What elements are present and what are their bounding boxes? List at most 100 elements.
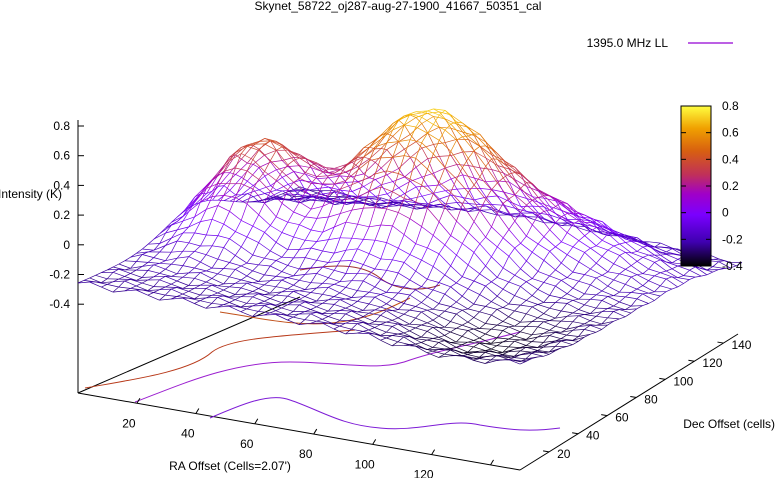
mesh-segment (462, 131, 469, 140)
mesh-segment (258, 274, 265, 282)
mesh-segment (456, 301, 469, 310)
mesh-segment (485, 198, 498, 214)
mesh-segment (572, 220, 580, 225)
mesh-segment (235, 268, 248, 277)
mesh-segment (322, 175, 329, 185)
mesh-segment (438, 114, 452, 125)
mesh-segment (537, 313, 544, 319)
mesh-segment (322, 167, 329, 173)
mesh-segment (432, 221, 440, 236)
mesh-segment (479, 323, 486, 329)
mesh-segment (276, 183, 289, 191)
mesh-segment (491, 328, 503, 331)
mesh-segment (555, 315, 567, 319)
mesh-segment (369, 139, 376, 148)
mesh-segment (223, 282, 236, 285)
mesh-segment (363, 173, 370, 179)
mesh-segment (252, 270, 265, 276)
mesh-segment (496, 309, 509, 318)
mesh-segment (229, 200, 236, 203)
mesh-segment (508, 335, 515, 340)
mesh-segment (392, 156, 399, 169)
mesh-segment (310, 176, 318, 184)
mesh-segment (532, 183, 539, 190)
mesh-segment (264, 140, 271, 145)
mesh-segment (200, 281, 207, 286)
mesh-segment (636, 298, 649, 304)
mesh-segment (433, 167, 446, 174)
mesh-segment (293, 299, 300, 303)
mesh-segment (386, 335, 393, 339)
mesh-segment (340, 184, 352, 190)
mesh-segment (363, 239, 376, 241)
mesh-segment (677, 277, 690, 280)
mesh-segment (525, 321, 533, 327)
ra-tick-label: 100 (355, 457, 375, 471)
mesh-segment (95, 274, 108, 280)
mesh-segment (357, 223, 370, 228)
mesh-segment (409, 309, 422, 313)
mesh-segment (229, 153, 242, 162)
mesh-segment (357, 332, 369, 334)
mesh-segment (432, 140, 440, 155)
mesh-segment (613, 305, 626, 311)
mesh-segment (503, 205, 510, 215)
mesh-segment (502, 354, 515, 357)
mesh-segment (415, 158, 428, 168)
mesh-segment (502, 346, 509, 353)
mesh-segment (264, 250, 271, 259)
mesh-segment (387, 202, 394, 207)
mesh-segment (520, 345, 527, 348)
mesh-segment (531, 350, 538, 354)
mesh-segment (509, 201, 516, 209)
mesh-segment (288, 199, 300, 204)
mesh-segment (415, 338, 428, 341)
mesh-segment (561, 216, 574, 225)
mesh-segment (590, 307, 597, 314)
mesh-segment (526, 199, 533, 206)
mesh-segment (660, 254, 673, 264)
mesh-segment (450, 341, 457, 343)
mesh-segment (334, 169, 341, 174)
mesh-segment (427, 206, 434, 208)
mesh-segment (281, 164, 289, 172)
mesh-segment (468, 150, 475, 159)
mesh-segment (136, 289, 148, 296)
mesh-segment (590, 311, 602, 314)
mesh-segment (607, 233, 620, 245)
mesh-segment (171, 220, 184, 226)
mesh-segment (491, 213, 498, 228)
mesh-segment (503, 163, 516, 173)
mesh-segment (345, 184, 353, 200)
mesh-segment (637, 237, 644, 242)
mesh-segment (648, 254, 661, 261)
mesh-segment (211, 235, 219, 246)
mesh-segment (607, 271, 620, 275)
mesh-segment (438, 253, 451, 267)
mesh-segment (596, 245, 609, 251)
mesh-segment (392, 333, 398, 336)
mesh-segment (496, 337, 509, 340)
mesh-segment (223, 276, 230, 285)
mesh-segment (554, 340, 562, 347)
mesh-segment (141, 289, 148, 291)
mesh-segment (578, 274, 585, 282)
mesh-segment (590, 245, 597, 249)
mesh-segment (496, 341, 503, 346)
mesh-segment (304, 292, 311, 297)
mesh-segment (217, 295, 224, 298)
mesh-segment (438, 355, 451, 358)
mesh-segment (368, 207, 376, 227)
mesh-segment (270, 185, 277, 191)
mesh-segment (118, 276, 125, 280)
mesh-segment (572, 299, 585, 306)
mesh-segment (351, 170, 359, 185)
mesh-segment (549, 206, 557, 215)
mesh-segment (572, 280, 579, 289)
mesh-segment (305, 197, 312, 201)
mesh-segment (293, 157, 300, 161)
mesh-segment (514, 347, 521, 350)
mesh-segment (206, 190, 213, 194)
